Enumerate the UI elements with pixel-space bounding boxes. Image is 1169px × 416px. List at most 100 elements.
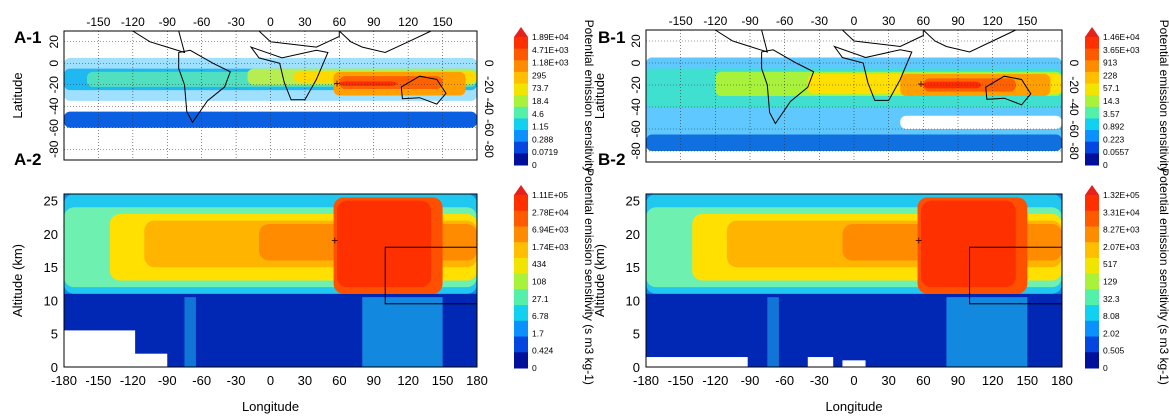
colorbar-segment [514, 336, 528, 353]
colorbar-segment [514, 195, 528, 212]
y-tick-label-right: -80 [482, 141, 496, 159]
colorbar-tick-label: 18.4 [532, 96, 549, 106]
colorbar-segment [1085, 226, 1099, 243]
colorbar-tick-label: 1.11E+05 [532, 190, 568, 200]
x-tick-label: 0 [850, 373, 857, 388]
y-tick-label-right: 0 [1067, 60, 1081, 67]
x-tick-label: -60 [775, 373, 794, 388]
sensitivity-band [921, 200, 1016, 288]
colorbar-tick-label: 8.08 [1103, 311, 1120, 321]
colorbar-segment [514, 153, 528, 166]
colorbar-segment [514, 226, 528, 243]
colorbar-segment [514, 257, 528, 275]
y-tick-label-left: -20 [629, 76, 643, 94]
colorbar-B-1: 1.46E+04 3.65E+03 913 228 57.1 14.3 3.57 0.892 0… [1085, 20, 1169, 172]
x-tick-label: -90 [741, 373, 760, 388]
colorbar-label: Potential emission sensitivity [582, 20, 596, 173]
x-tick-label: 180 [466, 373, 488, 388]
colorbar-tick-label: 14.3 [1103, 96, 1120, 106]
colorbar-A-2: 1.11E+05 2.78E+04 6.94E+03 1.74E+03 434 108 27… [514, 168, 596, 385]
colorbar-segment [514, 60, 528, 73]
x-tick-label: 30 [298, 15, 312, 29]
x-tick-label: -150 [668, 373, 694, 388]
plume-band [339, 81, 397, 86]
y-tick-label-left: 0 [629, 59, 643, 66]
panel-label: A-1 [14, 28, 41, 47]
colorbar-segment [1085, 83, 1099, 96]
plot-frame [63, 193, 478, 368]
masked-region [646, 357, 748, 367]
masked-region [807, 357, 834, 367]
x-tick-label: 90 [367, 15, 381, 29]
colorbar-segment [514, 106, 528, 119]
plume-band [900, 115, 1062, 129]
y-tick-label: 10 [626, 293, 640, 308]
continent-outline [761, 49, 815, 125]
x-tick-label: 90 [951, 14, 965, 28]
plot-frame [645, 29, 1063, 163]
colorbar-segment [514, 242, 528, 259]
x-tick-label: -30 [227, 373, 246, 388]
x-tick-label: 120 [983, 14, 1003, 28]
colorbar-segment [514, 210, 528, 227]
lower-plume [184, 297, 196, 367]
source-marker: + [915, 234, 922, 248]
x-tick-label: -60 [192, 373, 211, 388]
x-tick-label: -120 [121, 15, 145, 29]
colorbar-tick-label: 1.18E+03 [532, 58, 569, 68]
y-tick-label-left: -60 [47, 119, 61, 137]
x-axis-label: Longitude [242, 399, 299, 414]
colorbar-tick-label: 3.57 [1103, 109, 1120, 119]
colorbar-tick-label: 0.0557 [1103, 147, 1129, 157]
x-tick-label: 180 [1051, 373, 1073, 388]
y-tick-label: 25 [44, 194, 58, 209]
y-tick-label-right: -40 [482, 98, 496, 116]
colorbar-segment [514, 95, 528, 108]
colorbar-tick-label: 8.27E+03 [1103, 225, 1140, 235]
y-tick-label-right: 0 [482, 60, 496, 67]
y-tick-label: 10 [44, 293, 58, 308]
x-tick-label: 60 [333, 15, 347, 29]
colorbar-tick-label: 1.74E+03 [532, 242, 569, 252]
colorbar-segment [1085, 141, 1099, 154]
colorbar-tick-label: 913 [1103, 58, 1117, 68]
colorbar-segment [1085, 305, 1099, 322]
colorbar-label: Potential emission sensitivity (s m3 kg-… [582, 168, 596, 385]
colorbar-segment [1085, 273, 1099, 290]
y-axis-label: Latitude [592, 73, 607, 119]
plume-band [64, 111, 477, 128]
colorbar-segment [1085, 60, 1099, 73]
x-tick-label: -150 [86, 15, 110, 29]
y-tick-label-left: 0 [47, 60, 61, 67]
colorbar-segment [514, 71, 528, 85]
colorbar-tick-label: 1.15 [532, 122, 549, 132]
x-tick-label: 30 [298, 373, 312, 388]
y-tick-label-right: -20 [1067, 76, 1081, 94]
colorbar-tick-label: 0.892 [1103, 122, 1125, 132]
altitude-panel-A-2: -180 -150 -120 -90 -60 -30 0 30 60 90 120 150 180 0 5 1… [10, 193, 488, 414]
colorbar-label: Potential emission sensitivity (s m3 kg-… [1157, 168, 1169, 385]
colorbar-segment [514, 130, 528, 143]
colorbar-segment [1085, 320, 1099, 338]
colorbar-tick-label: 1.7 [532, 328, 544, 338]
colorbar-segment [514, 83, 528, 96]
x-tick-label: -150 [669, 14, 693, 28]
colorbar-tick-label: 4.71E+03 [532, 45, 569, 55]
plume-band [646, 134, 1062, 151]
colorbar-segment [1085, 352, 1099, 369]
x-tick-label: 120 [397, 373, 419, 388]
y-tick-label-left: -40 [47, 97, 61, 115]
x-tick-label: -60 [776, 14, 794, 28]
colorbar-segment [1085, 210, 1099, 227]
continent-outline [178, 49, 231, 124]
x-tick-label: 0 [267, 15, 274, 29]
lower-plume [946, 297, 1028, 367]
colorbar-segment [1085, 106, 1099, 119]
panel-label: B-1 [598, 28, 625, 47]
continent-outline [985, 75, 1032, 106]
y-tick-label: 15 [626, 260, 640, 275]
x-tick-label: 120 [982, 373, 1004, 388]
plot-frame [63, 30, 478, 161]
x-tick-label: -120 [703, 14, 727, 28]
x-tick-label: 150 [432, 373, 454, 388]
